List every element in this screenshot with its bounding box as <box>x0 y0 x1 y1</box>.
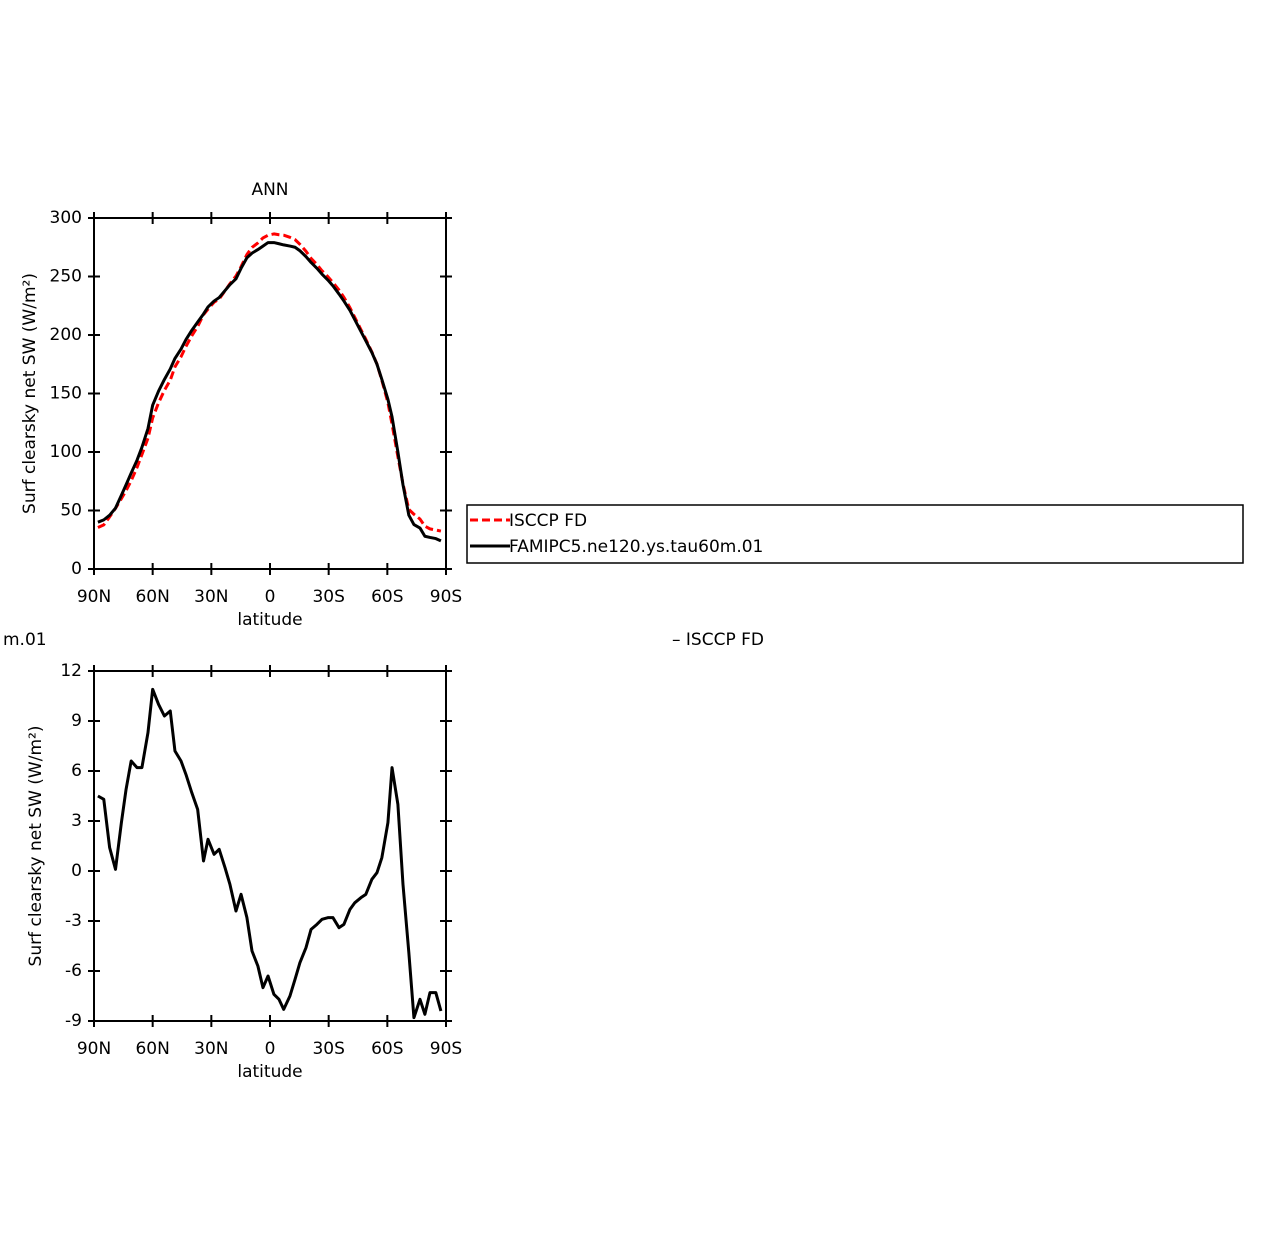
plot-frame <box>93 670 447 1022</box>
chart-title: ANN <box>251 180 288 200</box>
x-tick-label: 60N <box>135 1039 169 1059</box>
x-tick-label: 30S <box>312 1039 344 1059</box>
y-tick-label: -3 <box>65 911 82 931</box>
y-tick-label: 6 <box>71 761 82 781</box>
legend-label: ISCCP FD <box>509 511 587 531</box>
legend-box <box>466 504 1244 564</box>
plot-frame <box>93 217 447 570</box>
y-tick-label: 200 <box>50 325 82 345</box>
y-tick-label: -9 <box>65 1011 82 1031</box>
y-tick-label: 300 <box>50 208 82 228</box>
y-tick-label: 250 <box>50 267 82 287</box>
y-tick-label: 50 <box>60 501 82 521</box>
y-axis-label: Surf clearsky net SW (W/m²) <box>26 726 46 967</box>
legend-label: FAMIPC5.ne120.ys.tau60m.01 <box>509 537 763 557</box>
series-line <box>97 241 442 543</box>
y-axis-label: Surf clearsky net SW (W/m²) <box>20 273 40 514</box>
x-tick-label: 30N <box>194 587 228 607</box>
y-tick-label: 100 <box>50 442 82 462</box>
x-tick-label: 90N <box>77 1039 111 1059</box>
y-tick-label: 9 <box>71 711 82 731</box>
chart-title-part: – ISCCP FD <box>672 630 764 650</box>
series-line <box>97 687 443 1020</box>
series-line <box>97 232 442 533</box>
y-tick-label: 3 <box>71 811 82 831</box>
y-tick-label: 150 <box>50 384 82 404</box>
x-tick-label: 60S <box>371 587 403 607</box>
x-tick-label: 90S <box>430 1039 462 1059</box>
x-tick-label: 30N <box>194 1039 228 1059</box>
y-tick-label: 0 <box>71 559 82 579</box>
x-tick-label: 90S <box>430 587 462 607</box>
x-tick-label: 90N <box>77 587 111 607</box>
x-axis-label: latitude <box>237 610 302 630</box>
y-tick-label: -6 <box>65 961 82 981</box>
x-tick-label: 60S <box>371 1039 403 1059</box>
y-tick-label: 0 <box>71 861 82 881</box>
x-tick-label: 30S <box>312 587 344 607</box>
x-tick-label: 0 <box>265 587 276 607</box>
chart-title-part: m.01 <box>3 630 47 650</box>
y-tick-label: 12 <box>60 661 82 681</box>
x-axis-label: latitude <box>237 1062 302 1082</box>
x-tick-label: 0 <box>265 1039 276 1059</box>
x-tick-label: 60N <box>135 587 169 607</box>
